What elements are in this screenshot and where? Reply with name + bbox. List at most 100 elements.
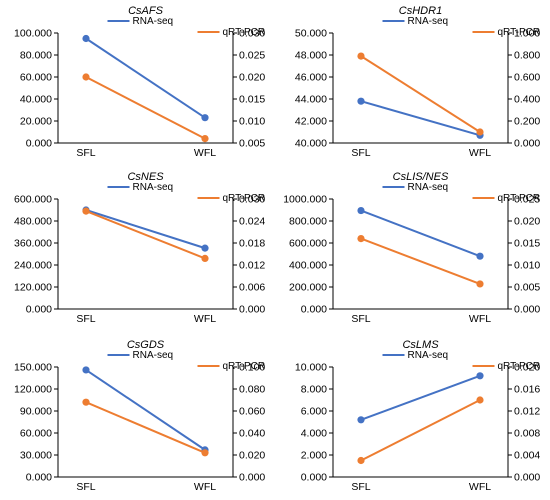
y-tick-label-left: 44.000: [295, 94, 327, 106]
y-tick-label-right: 0.000: [514, 472, 540, 484]
y-tick-label-left: 200.000: [289, 282, 327, 294]
series-line: [360, 374, 481, 421]
x-tick-label: SFL: [351, 147, 370, 159]
y-tick-label-right: 0.040: [239, 428, 265, 440]
y-tick-label-left: 46.000: [295, 72, 327, 84]
legend-label: RNA-seq: [133, 350, 174, 361]
data-point: [357, 97, 365, 105]
chart-panel-1: 0.000 20.000 40.000 60.000 80.000 100.000 0.00…: [14, 5, 265, 159]
data-point: [201, 135, 209, 143]
y-tick-label-left: 4.000: [301, 428, 327, 440]
data-point: [82, 398, 90, 406]
y-tick-label-left: 42.000: [295, 116, 327, 128]
y-tick-label-right: 0.005: [514, 282, 540, 294]
y-tick-label-left: 480.000: [14, 216, 52, 228]
y-tick-label-right: 0.016: [514, 384, 540, 396]
data-point: [201, 254, 209, 262]
y-tick-label-right: 0.010: [514, 260, 540, 272]
y-tick-label-right: 0.030: [239, 28, 265, 40]
y-tick-label-right: 0.015: [514, 238, 540, 250]
chart-panel-2: 40.000 42.000 44.000 46.000 48.000 50.000 0.00…: [295, 5, 541, 159]
data-point: [201, 114, 209, 122]
y-tick-label-right: 0.800: [514, 50, 540, 62]
series-line: [360, 100, 481, 137]
y-tick-label-right: 0.010: [239, 116, 265, 128]
data-point: [357, 456, 365, 465]
y-tick-label-left: 600.000: [289, 238, 327, 250]
y-tick-label-left: 100.000: [14, 28, 52, 40]
data-point: [357, 52, 365, 60]
series-line: [360, 399, 481, 462]
chart-panel-3: 0.000 120.000 240.000 360.000 480.000 600.000…: [14, 171, 265, 325]
x-tick-label: WFL: [194, 481, 216, 493]
legend-label: qRT-PCR: [223, 193, 266, 204]
y-tick-label-right: 0.005: [239, 138, 265, 150]
y-tick-label-left: 48.000: [295, 50, 327, 62]
data-point: [476, 128, 484, 136]
legend-label: RNA-seq: [408, 182, 449, 193]
data-point: [476, 372, 484, 380]
data-point: [82, 207, 90, 215]
y-tick-label-right: 0.020: [239, 72, 265, 84]
data-point: [476, 252, 484, 260]
data-point: [201, 244, 209, 252]
x-tick-label: SFL: [351, 313, 370, 325]
x-tick-label: WFL: [469, 147, 491, 159]
data-point: [357, 416, 365, 424]
legend-label: RNA-seq: [133, 16, 174, 27]
series-line: [85, 369, 206, 451]
y-tick-label-right: 0.060: [239, 406, 265, 418]
x-tick-label: WFL: [469, 481, 491, 493]
y-tick-label-left: 600.000: [14, 194, 52, 206]
legend-label: RNA-seq: [133, 182, 174, 193]
y-tick-label-right: 0.015: [239, 94, 265, 106]
y-tick-label-left: 120.000: [14, 282, 52, 294]
legend-label: qRT-PCR: [223, 27, 266, 38]
y-tick-label-right: 0.020: [239, 450, 265, 462]
legend-label: qRT-PCR: [498, 27, 541, 38]
y-tick-label-right: 0.400: [514, 94, 540, 106]
data-point: [357, 206, 365, 215]
chart-title: CsGDS: [127, 339, 165, 351]
y-tick-label-left: 80.000: [20, 50, 52, 62]
x-tick-label: SFL: [76, 481, 95, 493]
x-tick-label: WFL: [194, 147, 216, 159]
chart-title: CsHDR1: [399, 5, 442, 17]
y-tick-label-left: 0.000: [26, 304, 52, 316]
data-point: [476, 396, 484, 404]
x-tick-label: SFL: [76, 313, 95, 325]
series-line: [360, 209, 481, 258]
y-tick-label-right: 0.100: [239, 362, 265, 374]
y-tick-label-right: 0.030: [239, 194, 265, 206]
y-tick-label-left: 40.000: [295, 138, 327, 150]
y-tick-label-right: 0.004: [514, 450, 540, 462]
y-tick-label-right: 0.012: [239, 260, 265, 272]
y-tick-label-right: 0.000: [239, 304, 265, 316]
y-tick-label-left: 2.000: [301, 450, 327, 462]
data-point: [82, 73, 90, 81]
y-tick-label-left: 360.000: [14, 238, 52, 250]
y-tick-label-left: 50.000: [295, 28, 327, 40]
x-tick-label: SFL: [76, 147, 95, 159]
y-tick-label-left: 800.000: [289, 216, 327, 228]
y-tick-label-right: 1.000: [514, 28, 540, 40]
data-point: [357, 235, 365, 243]
y-tick-label-right: 0.200: [514, 116, 540, 128]
y-tick-label-right: 0.024: [239, 216, 265, 228]
y-tick-label-right: 0.020: [514, 216, 540, 228]
data-point: [201, 449, 209, 457]
y-tick-label-left: 0.000: [26, 138, 52, 150]
y-tick-label-left: 240.000: [14, 260, 52, 272]
chart-title: CsNES: [127, 171, 164, 183]
chart-title: CsAFS: [128, 5, 164, 17]
data-point: [82, 366, 90, 374]
x-tick-label: WFL: [194, 313, 216, 325]
y-tick-label-right: 0.020: [514, 362, 540, 374]
series-line: [85, 37, 206, 119]
y-tick-label-right: 0.600: [514, 72, 540, 84]
y-tick-label-left: 20.000: [20, 116, 52, 128]
y-tick-label-left: 150.000: [14, 362, 52, 374]
y-tick-label-left: 120.000: [14, 384, 52, 396]
series-line: [85, 401, 206, 454]
